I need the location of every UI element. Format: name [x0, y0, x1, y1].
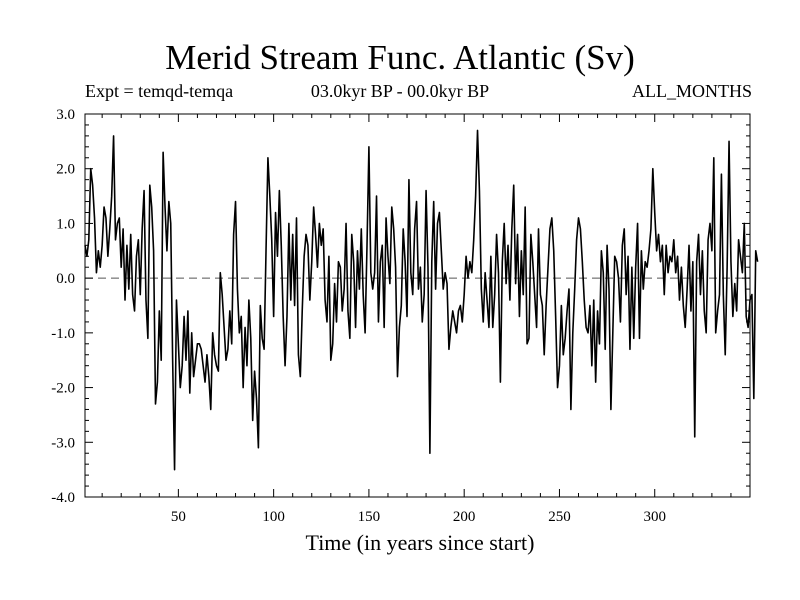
axis-ticks [85, 113, 751, 498]
y-tick-label: -4.0 [51, 490, 75, 506]
x-tick-label: 100 [262, 509, 285, 525]
chart-title: Merid Stream Func. Atlantic (Sv) [165, 38, 635, 77]
x-tick-label: 150 [358, 509, 381, 525]
y-tick-label: 1.0 [56, 216, 75, 232]
series-line [84, 129, 759, 471]
x-tick-label: 200 [453, 509, 476, 525]
y-tick-label: -2.0 [51, 381, 75, 397]
series-layer [84, 129, 759, 471]
y-tick-label: 0.0 [56, 271, 75, 287]
x-tick-label: 250 [548, 509, 571, 525]
period-label: 03.0kyr BP - 00.0kyr BP [310, 81, 490, 101]
y-tick-label: 3.0 [56, 107, 75, 123]
tick-labels: 50 100 150 200 250 300 -4.0 -3.0 -2.0 -1.0 0.0 1.0 2… [51, 107, 666, 525]
months-label: ALL_MONTHS [632, 81, 752, 101]
experiment-label: Expt = temqd-temqa [85, 81, 234, 101]
y-tick-label: 2.0 [56, 162, 75, 178]
plot-frame [84, 113, 751, 498]
y-tick-label: -3.0 [51, 435, 75, 451]
x-tick-label: 300 [643, 509, 666, 525]
x-axis-label: Time (in years since start) [305, 530, 535, 555]
y-tick-label: -1.0 [51, 326, 75, 342]
x-tick-label: 50 [171, 509, 186, 525]
